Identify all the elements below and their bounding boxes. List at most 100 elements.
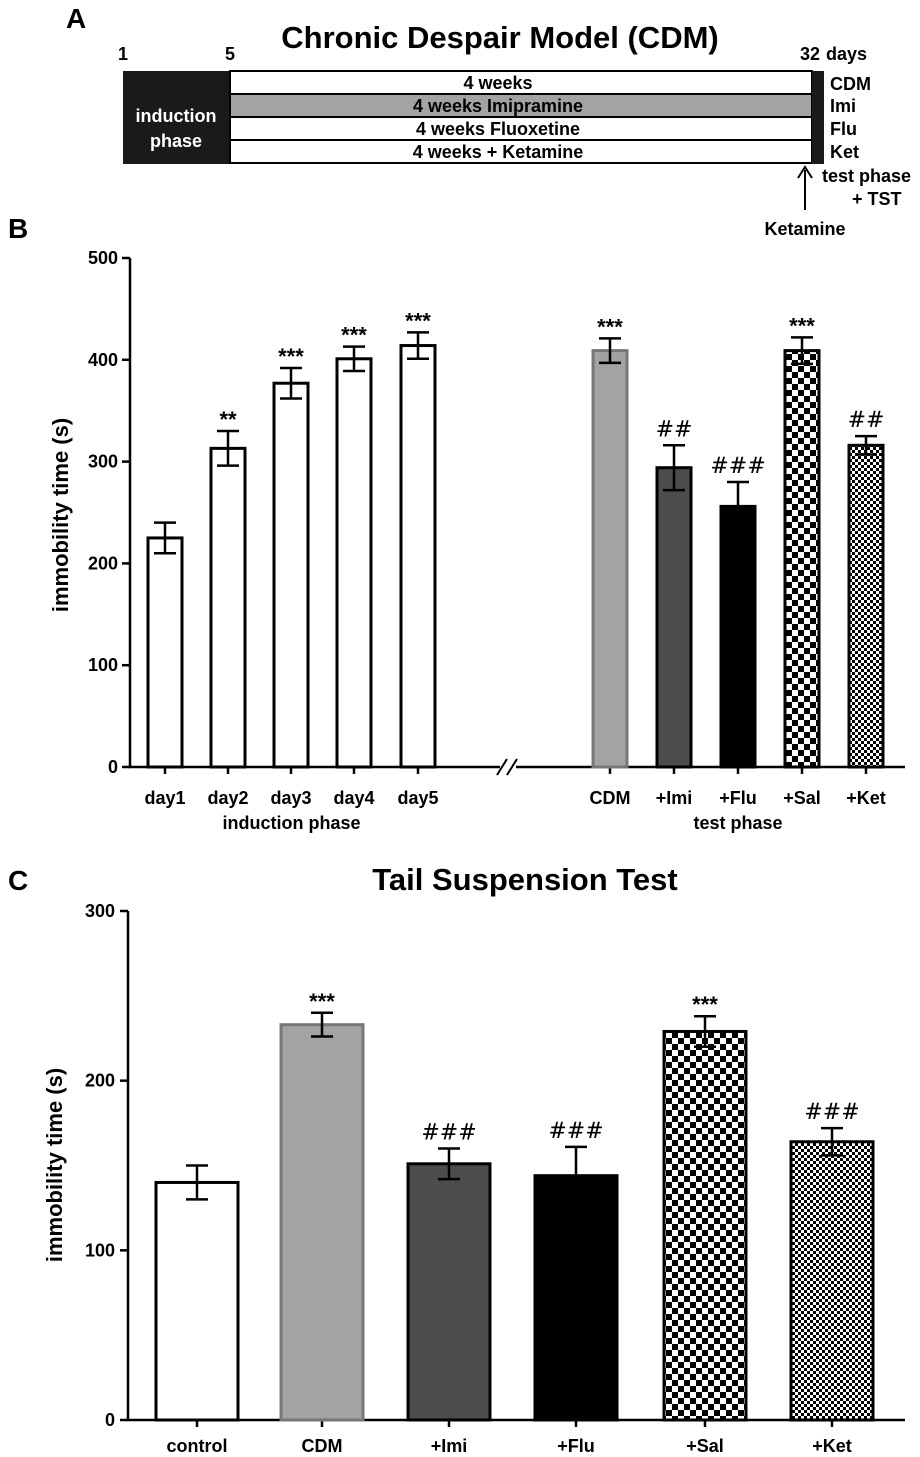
panel-c-ket-significance: ###: [804, 1100, 859, 1125]
panel-c-ytick-label: 200: [85, 1071, 115, 1091]
ketamine-arrow: [797, 165, 813, 210]
days-label: days: [826, 44, 867, 64]
panel-c-cdm-xlabel: CDM: [302, 1436, 343, 1456]
panel-c-ytick-label: 100: [85, 1240, 115, 1260]
panel-b-day5-bar: [399, 344, 437, 769]
panel-b-ket-bar: [847, 443, 885, 769]
panel-c-flu-xlabel: +Flu: [557, 1436, 595, 1456]
panel-b-axes: 0 100 200 300 400 500 day1 day2 day3 day4 day5 indu…: [88, 248, 905, 833]
panel-b-sal-significance: ***: [789, 313, 815, 338]
panel-b-day2-xlabel: day2: [207, 788, 248, 808]
panel-b-day4-error-bar: [343, 345, 365, 373]
panel-b-ytick-label: 200: [88, 553, 118, 573]
panel-b-day1-bar: [146, 536, 184, 769]
panel-b-ytick-label: 0: [108, 757, 118, 777]
panel-c-sal-bar: [662, 1029, 748, 1422]
panel-c-flu-bar: [533, 1174, 619, 1422]
panel-c-cdm-bar: [279, 1023, 365, 1422]
panel-b-flu-bar: [719, 504, 757, 769]
panel-b-imi-error-bar: [663, 444, 685, 492]
induction-label-line1: induction: [136, 106, 217, 126]
panel-b-cdm-xlabel: CDM: [590, 788, 631, 808]
panel-c: C Tail Suspension Test immobility time (…: [8, 862, 905, 1456]
panel-b-ytick-label: 500: [88, 248, 118, 268]
panel-c-sal-significance: ***: [692, 992, 718, 1017]
panel-b-day5-error-bar: [407, 331, 429, 361]
panel-b-imi-bar: [655, 466, 693, 769]
panel-b-day3-significance: ***: [278, 344, 304, 369]
group-ket-label: Ket: [830, 142, 859, 162]
panel-b-sal-xlabel: +Sal: [783, 788, 821, 808]
panel-b-ylabel: immobility time (s): [48, 418, 73, 612]
day-tick-1: 1: [118, 44, 128, 64]
panel-b-day2-significance: **: [219, 407, 237, 432]
panel-c-imi-error-bar: [438, 1147, 460, 1181]
panel-b-ytick-label: 300: [88, 452, 118, 472]
panel-b-day4-bar: [335, 357, 373, 769]
panel-c-imi-significance: ###: [421, 1121, 476, 1146]
panel-b-bars: *********** ***#####***##: [146, 308, 885, 769]
panel-b-day5-significance: ***: [405, 308, 431, 333]
panel-b-cdm-significance: ***: [597, 314, 623, 339]
panel-b-day5-xlabel: day5: [397, 788, 438, 808]
panel-b-day2-error-bar: [217, 429, 239, 467]
panel-b-day4-xlabel: day4: [333, 788, 374, 808]
panel-b-group-label-1: test phase: [693, 813, 782, 833]
group-flu-label: Flu: [830, 119, 857, 139]
panel-b-cdm-bar: [591, 349, 629, 769]
panel-c-ytick-label: 0: [105, 1410, 115, 1430]
panel-c-cdm-significance: ***: [309, 989, 335, 1014]
panel-c-title: Tail Suspension Test: [372, 862, 677, 897]
panel-c-axes: 0 100 200 300 control CDM +Imi +Flu +Sal +Ket: [85, 901, 905, 1456]
panel-c-letter: C: [8, 865, 28, 896]
panel-b-day1-error-bar: [154, 521, 176, 555]
panel-c-ket-bar: [789, 1140, 875, 1422]
panel-a-letter: A: [66, 3, 86, 34]
panel-c-sal-xlabel: +Sal: [686, 1436, 724, 1456]
panel-c-control-bar: [154, 1180, 240, 1422]
panel-c-cdm-error-bar: [311, 1011, 333, 1038]
panel-b: B immobility time (s) 0 100 200 300 400 500 da…: [8, 213, 905, 833]
panel-c-bars: *** ### ### *** ###: [154, 989, 875, 1422]
day-tick-5: 5: [225, 44, 235, 64]
panel-b-sal-bar: [783, 349, 821, 769]
panel-c-flu-significance: ###: [548, 1119, 603, 1144]
panel-c-ket-xlabel: +Ket: [812, 1436, 852, 1456]
panel-b-day1-xlabel: day1: [144, 788, 185, 808]
panel-b-flu-significance: ###: [710, 454, 765, 479]
group-cdm-label: CDM: [830, 74, 871, 94]
panel-b-flu-xlabel: +Flu: [719, 788, 757, 808]
group-imi-label: Imi: [830, 96, 856, 116]
row-imi-label: 4 weeks Imipramine: [413, 96, 583, 116]
panel-b-ket-xlabel: +Ket: [846, 788, 886, 808]
panel-b-axis-break: [496, 758, 518, 776]
panel-b-day2-bar: [209, 446, 247, 769]
panel-a-title: Chronic Despair Model (CDM): [281, 20, 718, 55]
panel-c-control-error-bar: [186, 1164, 208, 1201]
panel-c-sal-error-bar: [694, 1014, 716, 1048]
panel-c-ytick-label: 300: [85, 901, 115, 921]
panel-c-ket-error-bar: [821, 1126, 843, 1157]
test-phase-label-line1: test phase: [822, 166, 911, 186]
panel-b-cdm-error-bar: [599, 337, 621, 365]
row-flu-label: 4 weeks Fluoxetine: [416, 119, 580, 139]
panel-c-imi-bar: [406, 1162, 492, 1422]
panel-c-control-xlabel: control: [167, 1436, 228, 1456]
panel-c-ylabel: immobility time (s): [42, 1068, 67, 1262]
panel-b-group-label-0: induction phase: [222, 813, 360, 833]
panel-b-day3-bar: [272, 381, 310, 769]
panel-b-letter: B: [8, 213, 28, 244]
panel-b-day3-xlabel: day3: [270, 788, 311, 808]
panel-a: A Chronic Despair Model (CDM) 1 5 32 day…: [66, 3, 911, 239]
panel-b-sal-error-bar: [791, 336, 813, 366]
induction-phase-block: [123, 71, 230, 164]
test-phase-block: [812, 71, 824, 164]
panel-b-ytick-label: 100: [88, 655, 118, 675]
panel-c-flu-error-bar: [565, 1145, 587, 1206]
panel-b-flu-error-bar: [727, 480, 749, 533]
panel-b-day3-error-bar: [280, 366, 302, 400]
induction-label-line2: phase: [150, 131, 202, 151]
row-ket-label: 4 weeks + Ketamine: [413, 142, 584, 162]
panel-c-imi-xlabel: +Imi: [431, 1436, 468, 1456]
